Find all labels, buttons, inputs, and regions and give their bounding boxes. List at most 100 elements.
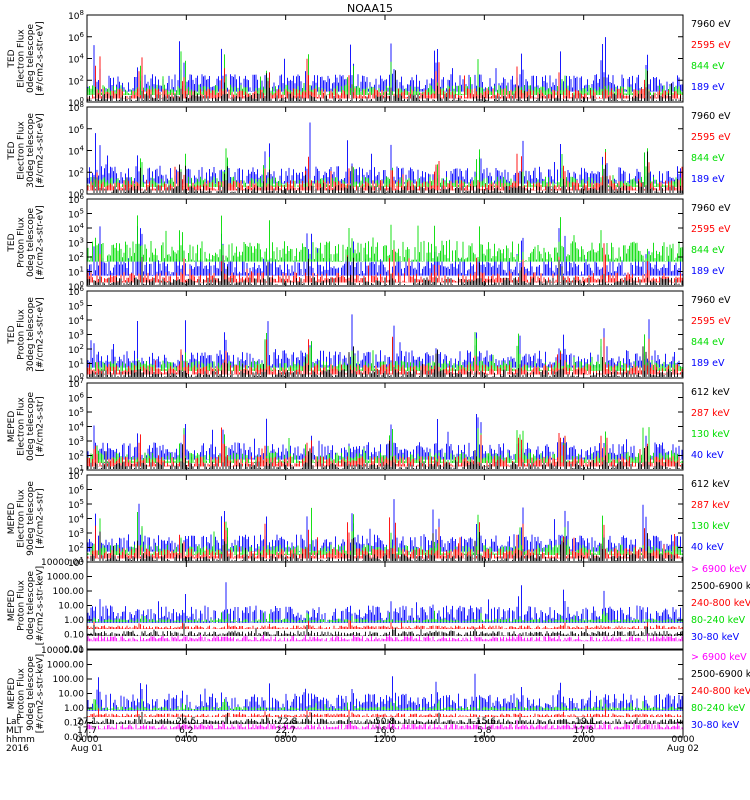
xaxis-row-label: MLT (6, 726, 24, 736)
ytick-label: 106 (68, 392, 84, 405)
trace-series-4 (87, 711, 683, 724)
trace-series-1 (87, 673, 683, 711)
xtick-mlt: 22.7 (276, 726, 296, 736)
legend-entry-3: 130 keV (691, 521, 730, 532)
trace-series-4 (87, 441, 683, 469)
ytick-label: 106 (68, 193, 84, 206)
ylabel-line: 90deg telescope (26, 656, 36, 731)
legend-entry-4: 40 keV (691, 542, 724, 553)
xtick-lat: 50.8 (375, 717, 395, 727)
legend-entry-3: 844 eV (691, 153, 725, 164)
trace-series-2 (87, 215, 683, 262)
xtick-hhmm: 1200 (374, 735, 397, 745)
ylabel-line: MEPED (7, 503, 17, 535)
ytick-label: 0.01 (64, 733, 84, 743)
xtick-hhmm: 0000 (672, 735, 695, 745)
legend-entry-2: 2595 eV (691, 40, 731, 51)
ylabel-line: Proton Flux (17, 217, 27, 268)
xtick-mlt: 5.8 (477, 726, 492, 736)
legend-entry-2: 2500-6900 keV (691, 669, 750, 680)
panel-1-ylabel: TED Electron Flux 0deg telescope [#/cm2-s-s… (7, 21, 46, 96)
panel-5-traces (87, 414, 683, 469)
legend-entry-3: 240-800 keV (691, 686, 750, 697)
ytick-label: 103 (68, 237, 84, 250)
trace-series-2 (87, 427, 683, 463)
legend-entry-2: 2595 eV (691, 316, 731, 327)
ytick-label: 1000.00 (47, 661, 84, 671)
legend-entry-1: 612 keV (691, 479, 730, 490)
trace-series-4 (87, 623, 683, 636)
ytick-label: 104 (68, 145, 84, 158)
ylabel-line: TED (7, 141, 17, 160)
trace-series-5 (87, 719, 683, 730)
trace-series-3 (87, 56, 683, 99)
xtick-date: Aug 01 (71, 744, 103, 754)
trace-series-2 (87, 507, 683, 555)
ytick-label: 1.00 (64, 704, 84, 714)
ytick-label: 100 (68, 188, 84, 201)
trace-series-1 (87, 314, 683, 368)
ytick-label: 102 (68, 542, 84, 555)
xtick-lat: 24.5 (176, 717, 196, 727)
ytick-label: 0.10 (64, 631, 84, 641)
ylabel-line: MEPED (7, 411, 17, 443)
panel-1: 100 102 104 106 108 TED Electron Flux 0deg tele… (7, 9, 731, 109)
ylabel-line: Electron Flux (17, 29, 27, 88)
legend-entry-2: 2595 eV (691, 224, 731, 235)
legend-entry-3: 844 eV (691, 245, 725, 256)
xtick-hhmm: 0800 (274, 735, 297, 745)
ylabel-line: TED (7, 325, 17, 344)
trace-series-2 (87, 148, 683, 187)
trace-series-2 (87, 610, 683, 622)
ylabel-line: 0deg telescope (26, 392, 36, 462)
ytick-label: 104 (68, 314, 84, 327)
ytick-label: 103 (68, 329, 84, 342)
trace-series-1 (87, 582, 683, 623)
trace-series-4 (90, 531, 683, 561)
ylabel-line: Proton Flux (17, 309, 27, 360)
xtick-date: Aug 02 (667, 744, 699, 754)
ylabel-line: 90deg telescope (26, 481, 36, 556)
legend-entry-4: 80-240 keV (691, 615, 746, 626)
ytick-label: 105 (68, 498, 84, 511)
ytick-label: 10.00 (58, 690, 84, 700)
panel-7-ylabel: MEPED Proton Flux 0deg telescope [#/cm2-s-s… (7, 566, 46, 645)
trace-series-1 (87, 37, 683, 92)
xtick-mlt: 17.8 (574, 726, 594, 736)
panel-6-ylabel: MEPED Electron Flux 90deg telescope [#/cm2-… (7, 481, 46, 556)
ylabel-line: [#/cm2-s-str] (36, 396, 46, 456)
ytick-label: 1000.00 (47, 573, 84, 583)
ytick-label: 102 (68, 166, 84, 179)
legend-entry-3: 240-800 keV (691, 598, 750, 609)
xtick-mlt: 17.7 (77, 726, 97, 736)
ytick-label: 10000.00 (41, 558, 84, 568)
ytick-label: 100 (68, 280, 84, 293)
ytick-label: 100 (68, 96, 84, 109)
trace-series-3 (87, 620, 683, 629)
legend-entry-5: 30-80 keV (691, 720, 740, 731)
ytick-label: 107 (68, 469, 84, 482)
ytick-label: 100.00 (53, 675, 85, 685)
ytick-label: 108 (68, 9, 84, 22)
ytick-label: 101 (68, 266, 84, 279)
ylabel-line: Electron Flux (17, 489, 27, 548)
ytick-label: 108 (68, 101, 84, 114)
ytick-label: 101 (68, 556, 84, 569)
ytick-label: 100 (68, 372, 84, 385)
panel-1-traces (87, 37, 683, 101)
ytick-label: 0.01 (64, 645, 84, 655)
xtick-hhmm: 0400 (175, 735, 198, 745)
ylabel-line: [#/cm2-s-str-keV] (36, 566, 46, 645)
ylabel-line: [#/cm2-s-str-eV] (36, 113, 46, 188)
xtick-mlt: 16.6 (375, 726, 395, 736)
trace-series-1 (87, 499, 683, 552)
ytick-label: 10.00 (58, 602, 84, 612)
ytick-label: 0.10 (64, 719, 84, 729)
ylabel-line: TED (7, 233, 17, 252)
ytick-label: 102 (68, 74, 84, 87)
ylabel-line: [#/cm2-s-str-eV] (36, 205, 46, 280)
ytick-label: 104 (68, 222, 84, 235)
